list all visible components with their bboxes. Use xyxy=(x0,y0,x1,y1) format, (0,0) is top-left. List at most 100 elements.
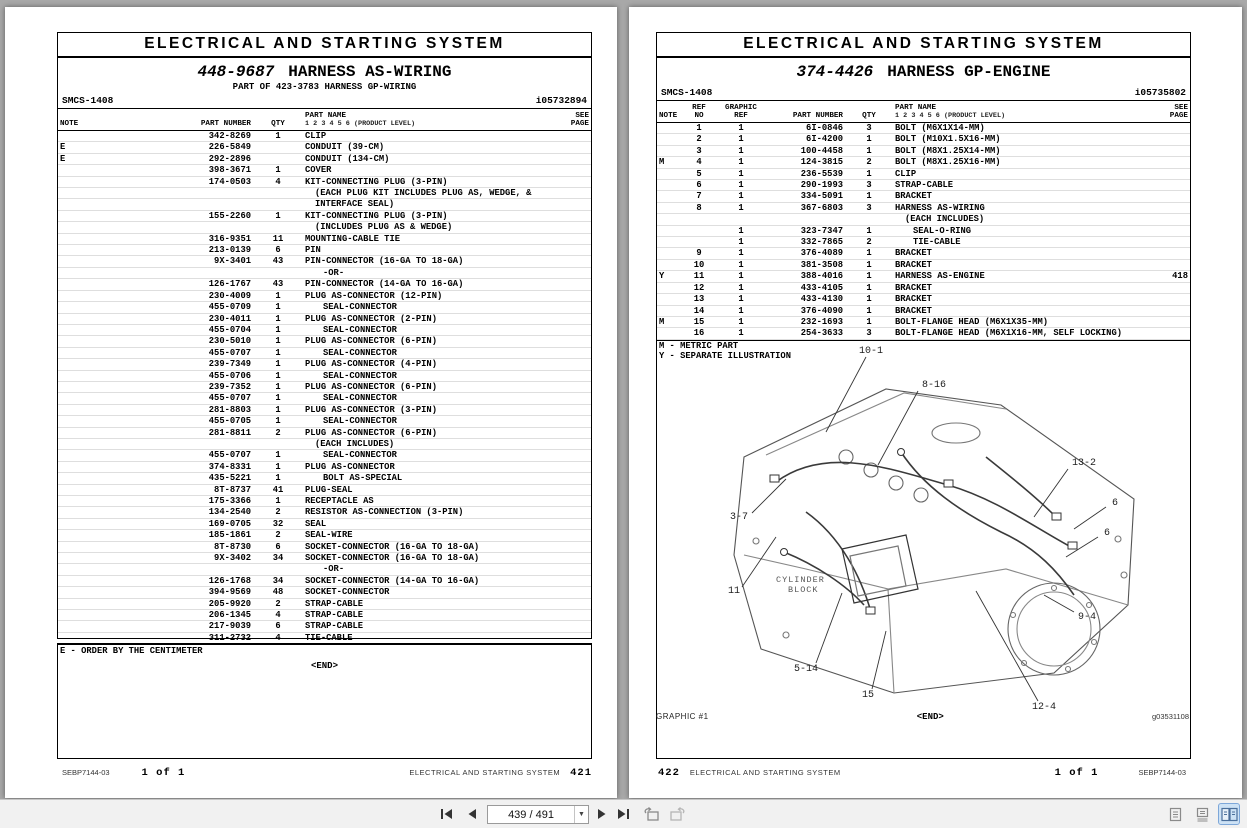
cell-see xyxy=(549,553,591,563)
table-row: 455-0706 1 SEAL-CONNECTOR xyxy=(58,371,591,382)
cell-name: SOCKET-CONNECTOR (16-GA TO 18-GA) xyxy=(305,541,480,552)
cell-qty: 3 xyxy=(866,123,872,133)
cell-note xyxy=(657,237,681,247)
cell-qty: 32 xyxy=(272,518,284,529)
cell-qty xyxy=(253,222,303,232)
table-row: 8T-8737 41 PLUG-SEAL xyxy=(58,485,591,496)
table-row: 134-2540 2 RESISTOR AS-CONNECTION (3-PIN) xyxy=(58,507,591,519)
cell-see xyxy=(549,382,591,392)
cell-see xyxy=(1150,237,1190,247)
callout-leader-line xyxy=(825,356,867,433)
table-row: 9X-3402 34 SOCKET-CONNECTOR (16-GA TO 18-G… xyxy=(58,553,591,565)
cell-graphic: 1 xyxy=(738,134,744,145)
previous-view-button[interactable] xyxy=(641,804,663,824)
cell-name: PIN xyxy=(305,245,321,256)
cell-note: M xyxy=(659,157,665,168)
cell-see xyxy=(549,222,591,232)
cell-name: BOLT (M10X1.5X16-MM) xyxy=(895,134,1001,145)
cell-note xyxy=(657,248,681,258)
cell-see xyxy=(1150,203,1190,213)
cell-part: 455-0707 xyxy=(208,450,251,461)
next-view-button[interactable] xyxy=(666,804,688,824)
two-page-view-icon xyxy=(1220,807,1238,821)
table-row: 281-8803 1 PLUG AS-CONNECTOR (3-PIN) xyxy=(58,405,591,417)
table-row: 2 1 6I-4200 1 BOLT (M10X1.5X16-MM) xyxy=(657,134,1190,146)
cell-qty: 6 xyxy=(275,541,281,552)
page-number: 422 xyxy=(658,767,680,779)
table-row: 14 1 376-4090 1 BRACKET xyxy=(657,306,1190,317)
cell-note xyxy=(58,416,108,426)
cell-name: PLUG AS-CONNECTOR (4-PIN) xyxy=(305,359,437,370)
page-number-combobox[interactable]: 439 / 491 ▼ xyxy=(487,805,589,824)
cell-part: 8T-8730 xyxy=(214,541,251,552)
page-footer: SEBP7144-03 1 of 1 ELECTRICAL AND STARTI… xyxy=(62,767,592,779)
table-row: E 292-2896 CONDUIT (134-CM) xyxy=(58,153,591,166)
cell-name: KIT-CONNECTING PLUG (3-PIN) xyxy=(305,210,448,221)
section-banner: ELECTRICAL AND STARTING SYSTEM xyxy=(657,33,1190,58)
cell-qty: 4 xyxy=(275,176,281,187)
cell-note xyxy=(657,191,681,201)
cell-part: 311-2732 xyxy=(208,632,251,643)
cell-qty: 1 xyxy=(275,359,281,370)
continuous-view-button[interactable] xyxy=(1192,804,1212,824)
cell-see xyxy=(1150,283,1190,293)
cell-graphic: 1 xyxy=(738,271,744,282)
chevron-down-icon[interactable]: ▼ xyxy=(574,806,588,823)
table-row: 174-0503 4 KIT-CONNECTING PLUG (3-PIN) xyxy=(58,176,591,189)
cell-note xyxy=(58,188,108,198)
part-title: HARNESS GP-ENGINE xyxy=(887,63,1051,81)
cell-ref: 9 xyxy=(696,248,702,259)
table-row: 1 332-7865 2 TIE-CABLE xyxy=(657,237,1190,249)
cell-see xyxy=(1150,146,1190,156)
table-footnote: E - ORDER BY THE CENTIMETER xyxy=(58,644,591,657)
cell-note xyxy=(58,256,108,266)
cell-name: SOCKET-CONNECTOR (14-GA TO 16-GA) xyxy=(305,575,480,586)
table-row: 9X-3401 43 PIN-CONNECTOR (16-GA TO 18-GA) xyxy=(58,256,591,268)
next-page-button[interactable] xyxy=(591,804,613,824)
callout-leader-line xyxy=(975,590,1039,702)
first-page-button[interactable] xyxy=(435,804,457,824)
cell-qty: 1 xyxy=(866,316,872,327)
cell-qty: 1 xyxy=(275,473,281,484)
cell-note xyxy=(657,134,681,144)
cell-qty: 1 xyxy=(275,302,281,313)
cell-part: 292-2896 xyxy=(208,153,251,164)
cell-see xyxy=(1150,169,1190,179)
cell-ref: 16 xyxy=(693,328,705,339)
cell-graphic: 1 xyxy=(738,180,744,191)
cell-note xyxy=(58,371,108,381)
cell-qty: 1 xyxy=(866,282,872,293)
cell-see xyxy=(1150,306,1190,316)
previous-page-button[interactable] xyxy=(461,804,483,824)
cell-part: 281-8811 xyxy=(208,427,251,438)
cell-see xyxy=(549,199,591,209)
cell-see xyxy=(549,610,591,620)
cell-name: PLUG-SEAL xyxy=(305,484,353,495)
cell-graphic: 1 xyxy=(738,225,744,236)
graphic-caption-row: GRAPHIC #1 <END> g03531108 xyxy=(656,712,1189,722)
table-row: 12 1 433-4105 1 BRACKET xyxy=(657,282,1190,295)
callout-label: 11 xyxy=(728,586,740,597)
table-row: 281-8811 2 PLUG AS-CONNECTOR (6-PIN) xyxy=(58,428,591,439)
page-number-value[interactable]: 439 / 491 xyxy=(508,808,554,821)
page-title: 374-4426 HARNESS GP-ENGINE xyxy=(657,63,1190,81)
col-see-page: SEE PAGE xyxy=(570,112,589,128)
page-subtitle: PART OF 423-3783 HARNESS GP-WIRING xyxy=(232,82,417,92)
cell-part: 388-4016 xyxy=(800,271,843,282)
cell-see xyxy=(549,621,591,631)
cell-note xyxy=(58,519,108,529)
cell-name: STRAP-CABLE xyxy=(305,621,364,632)
cell-name: BOLT (M8X1.25X16-MM) xyxy=(895,157,1001,168)
previous-page-icon xyxy=(468,809,476,819)
cell-note xyxy=(657,203,681,213)
cell-note xyxy=(58,450,108,460)
continuous-view-icon xyxy=(1196,807,1208,821)
cell-part: 8T-8737 xyxy=(214,484,251,495)
single-page-view-button[interactable] xyxy=(1165,804,1185,824)
two-page-view-button[interactable] xyxy=(1218,803,1240,825)
last-page-button[interactable] xyxy=(613,804,635,824)
form-number: SEBP7144-03 xyxy=(62,768,110,777)
cell-part: 124-3815 xyxy=(800,157,843,168)
cell-part: 455-0704 xyxy=(208,324,251,335)
cell-note xyxy=(657,214,681,224)
